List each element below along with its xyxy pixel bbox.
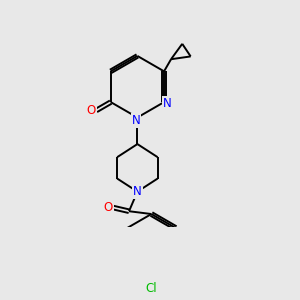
Text: N: N <box>163 97 172 110</box>
Text: N: N <box>133 185 142 198</box>
Text: Cl: Cl <box>146 282 157 295</box>
Text: O: O <box>103 200 113 214</box>
Text: N: N <box>132 114 140 127</box>
Text: O: O <box>87 104 96 117</box>
